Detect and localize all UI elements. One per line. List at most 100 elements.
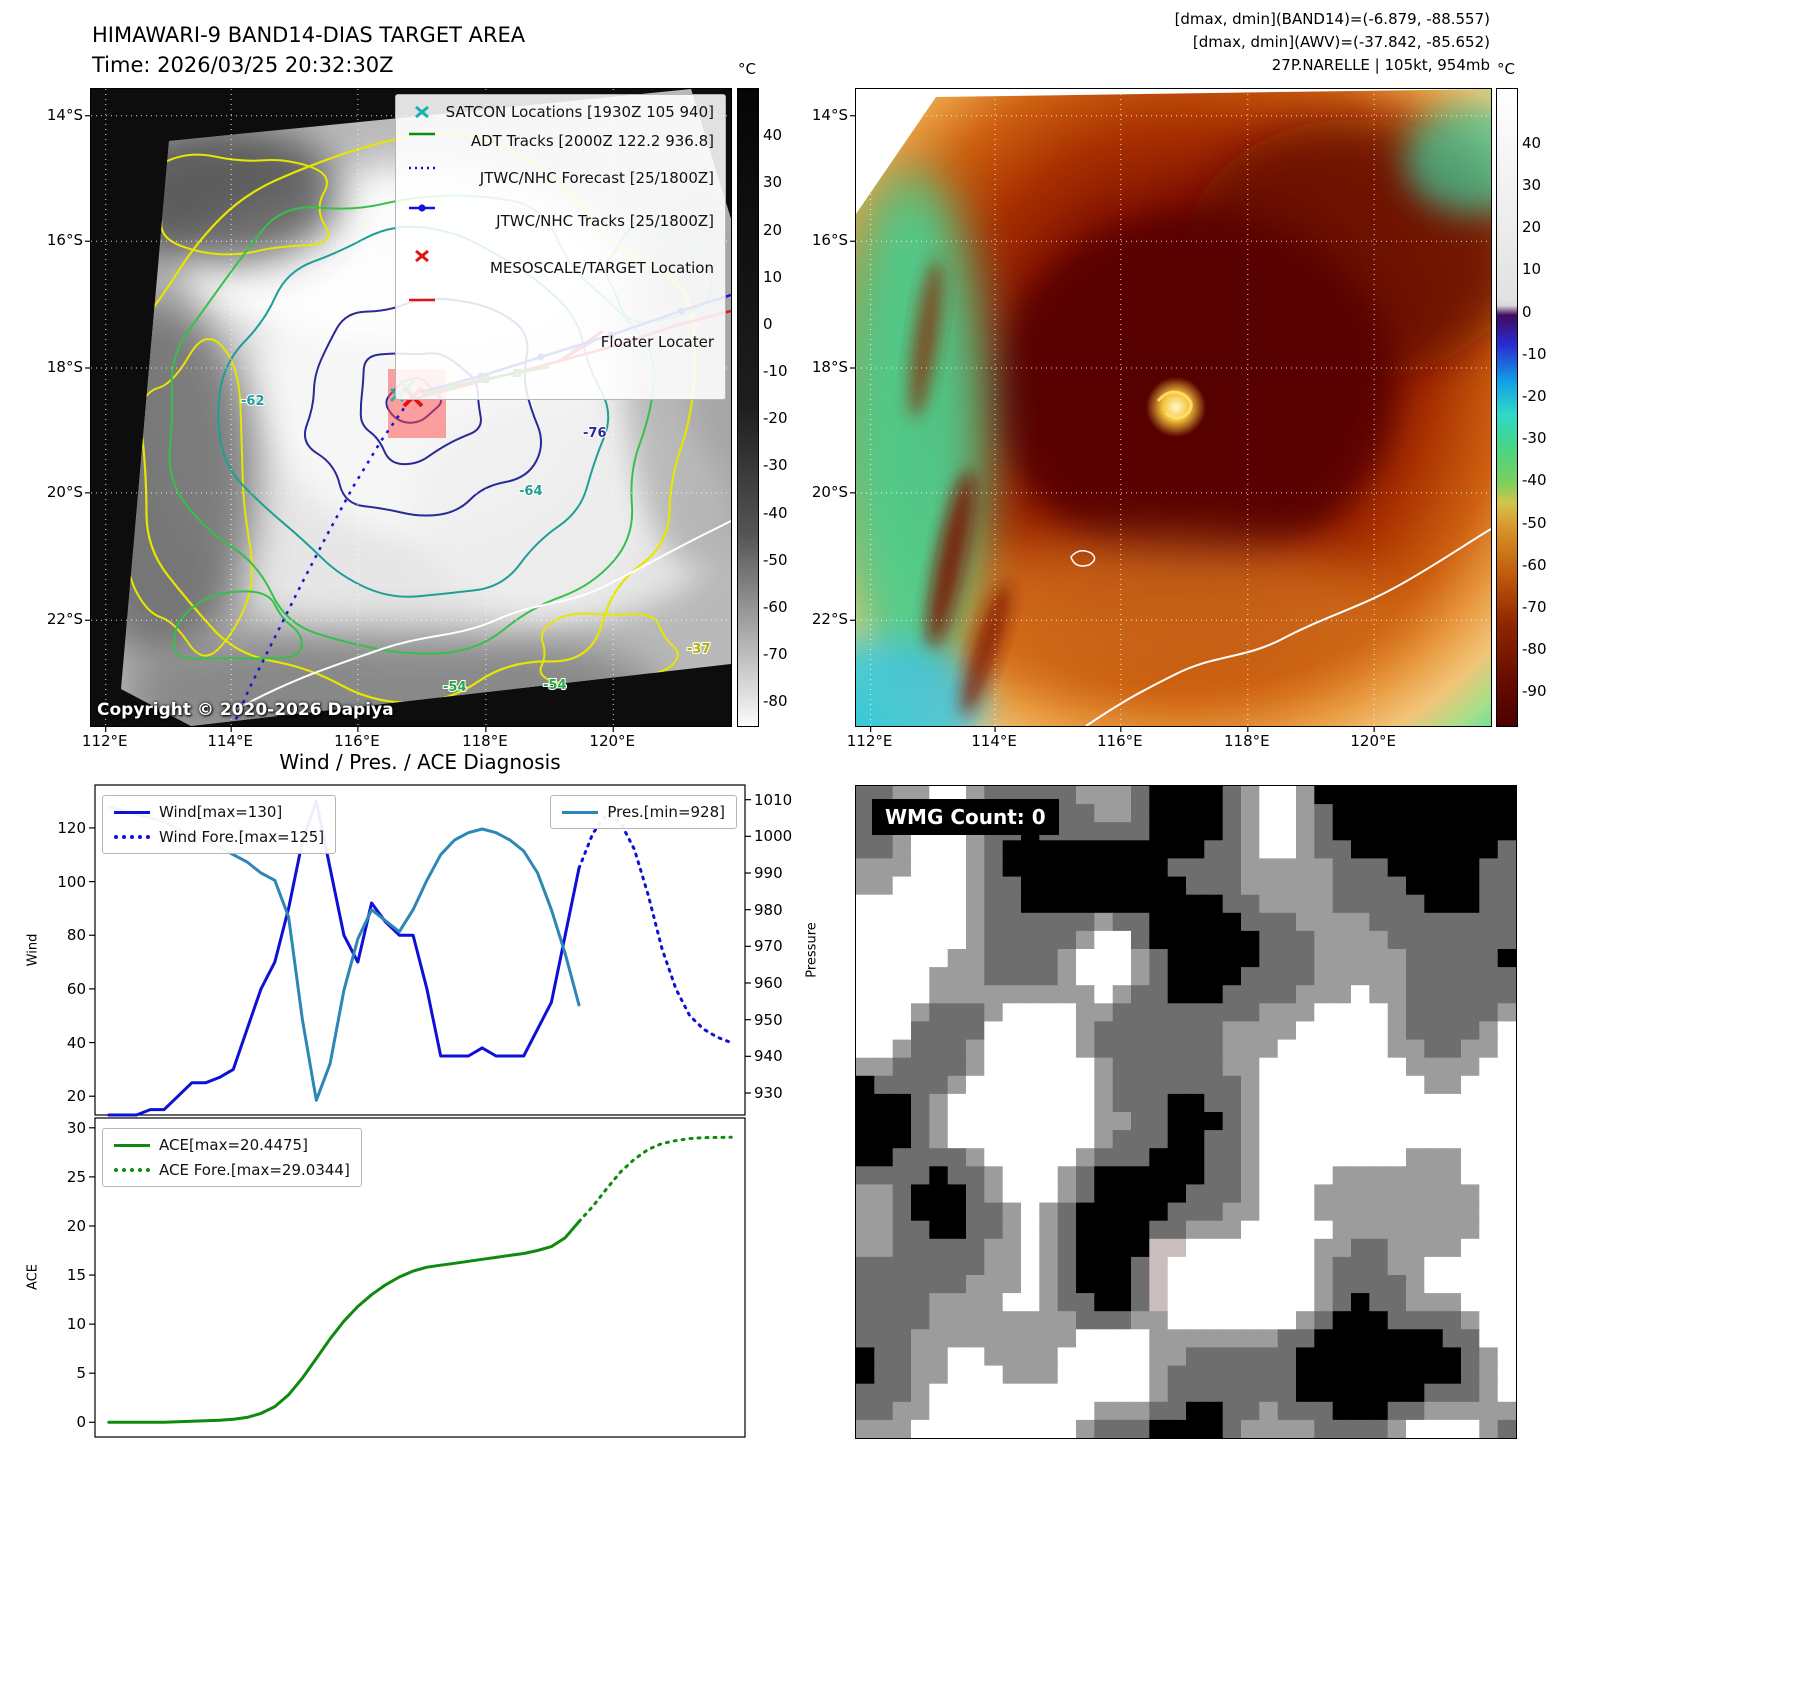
ace-legend: ACE[max=20.4475] ACE Fore.[max=29.0344] [102,1128,362,1187]
lon-tick-label: 116°E [1096,732,1143,750]
lon-tick-label: 118°E [1223,732,1270,750]
wind-ytick-label: 20 [66,1087,86,1106]
legend-item-label: JTWC/NHC Forecast [25/1800Z] [479,168,714,187]
legend-item: ACE Fore.[max=29.0344] [114,1161,350,1179]
pressure-ytick-label: 1000 [754,827,793,846]
colorbar-tick-label: -10 [1522,344,1547,363]
lat-tick-label: 16°S [46,231,83,250]
wind-ytick-label: 120 [57,818,86,837]
wind-ytick-label: 100 [57,872,86,891]
line-icon [408,299,435,302]
ace-axis-label: ACE [25,1264,41,1290]
colorbar-tick-label: -10 [763,362,788,381]
band14-map: -62 -64 -76 -54 -54 -37 SATCON Locations… [85,88,732,732]
legend-item: SATCON Locations [1930Z 105 940] [407,103,714,121]
lon-tick-label: 120°E [1350,732,1396,750]
wmg-pixel-grid [856,786,1516,1438]
line-icon [562,810,599,814]
ace-ytick-label: 15 [66,1266,86,1285]
colorbar-tick-label: -40 [1522,471,1547,490]
lat-tick-label: 22°S [811,610,848,629]
colorbar-tick-label: -90 [1522,682,1547,701]
colorbar-tick-label: -70 [1522,597,1547,616]
contour-label: -62 [241,394,265,409]
contour-label: -64 [519,484,543,499]
colorbar-tick-label: -80 [1522,640,1547,659]
lat-tick-label: 18°S [46,358,83,376]
ace-forecast-series-line [577,1135,733,1224]
lon-tick-label: 116°E [334,732,380,750]
contour-label: -54 [543,678,567,693]
legend-item-label: SATCON Locations [1930Z 105 940] [445,103,714,121]
pressure-ytick-label: 980 [754,900,783,919]
lat-tick-label: 22°S [46,610,83,629]
contour-labels: -62 -64 -76 -54 -54 -37 [240,393,712,696]
legend-item-label: Wind[max=130] [159,803,283,821]
coastline [232,520,731,712]
lon-tick-label: 118°E [462,732,508,750]
colorbar-tick-label: -20 [1522,386,1547,405]
legend-item: ADT Tracks [2000Z 122.2 936.8] [407,126,714,155]
pressure-ytick-label: 930 [754,1084,783,1102]
legend-item: JTWC/NHC Forecast [25/1800Z] [407,160,714,194]
colorbar-tick-label: -30 [763,456,788,475]
wind-ytick-label: 40 [66,1033,86,1052]
island-outline [1070,550,1096,567]
line-icon [408,132,435,136]
pressure-ytick-label: 950 [754,1010,783,1029]
dotted-line-icon [114,835,150,839]
colorbar-tick-label: -50 [763,550,788,569]
copyright-text: Copyright © 2020-2026 Dapiya [97,700,394,720]
ir-info-line: [dmax, dmin](AWV)=(-37.842, -85.652) [1192,33,1490,51]
colorbar-tick-label: -30 [1522,429,1547,448]
legend-item-label: Pres.[min=928] [607,803,725,821]
lon-tick-label: 114°E [207,732,253,750]
band14-colorbar [737,88,759,727]
band14-time: Time: 2026/03/25 20:32:30Z [92,53,394,77]
diagnosis-title: Wind / Pres. / ACE Diagnosis [279,750,561,774]
legend-item-label: ACE[max=20.4475] [159,1136,308,1154]
colorbar-tick-label: 30 [763,173,783,192]
lat-tick-label: 20°S [46,482,83,501]
ace-ytick-label: 10 [66,1315,86,1334]
ace-ytick-label: 0 [76,1413,86,1432]
band14-title: HIMAWARI-9 BAND14-DIAS TARGET AREA [92,23,526,47]
pressure-ytick-label: 1010 [754,790,793,809]
wind-axis-label: Wind [25,933,41,967]
colorbar-tick-label: -60 [1522,555,1547,574]
band14-title-block: HIMAWARI-9 BAND14-DIAS TARGET AREA Time:… [92,20,525,80]
line-dot-icon [408,204,435,212]
lat-tick-label: 20°S [811,482,848,501]
eye-detail [1156,390,1193,420]
lat-tick-label: 18°S [811,358,848,376]
lat-tick-label: 14°S [811,105,848,124]
band14-colorbar-unit: °C [738,60,756,78]
colorbar-tick-label: 40 [1522,133,1542,152]
legend-item-label: Floater Locater [600,332,714,351]
wind-ytick-label: 80 [66,926,86,945]
pressure-ytick-label: 990 [754,864,783,882]
ir-imagery [856,89,1491,726]
lat-tick-label: 16°S [811,231,848,250]
pressure-ytick-label: 960 [754,974,783,992]
lon-tick-label: 120°E [589,732,636,750]
ace-ytick-label: 25 [66,1167,86,1186]
x-marker-icon [414,105,429,119]
wind-ytick-label: 60 [66,979,86,998]
legend-item: Floater Locater [407,292,714,391]
ir-info-block: [dmax, dmin](BAND14)=(-6.879, -88.557) [d… [1175,8,1490,77]
colorbar-tick-label: 20 [1522,218,1542,237]
wmg-map: WMG Count: 0 [855,785,1517,1439]
band14-legend: SATCON Locations [1930Z 105 940] ADT Trac… [394,94,726,401]
colorbar-tick-label: 10 [1522,260,1542,279]
dotted-line-icon [114,1168,150,1172]
storm-eye [1146,377,1206,437]
legend-item-label: ACE Fore.[max=29.0344] [159,1161,350,1179]
colorbar-tick-label: 30 [1522,176,1542,195]
ir-satellite-image [850,89,1491,732]
legend-item: Wind[max=130] [114,803,324,821]
legend-item-label: MESOSCALE/TARGET Location [489,258,714,277]
map-gridlines [850,89,1491,732]
legend-item: ACE[max=20.4475] [114,1136,350,1154]
